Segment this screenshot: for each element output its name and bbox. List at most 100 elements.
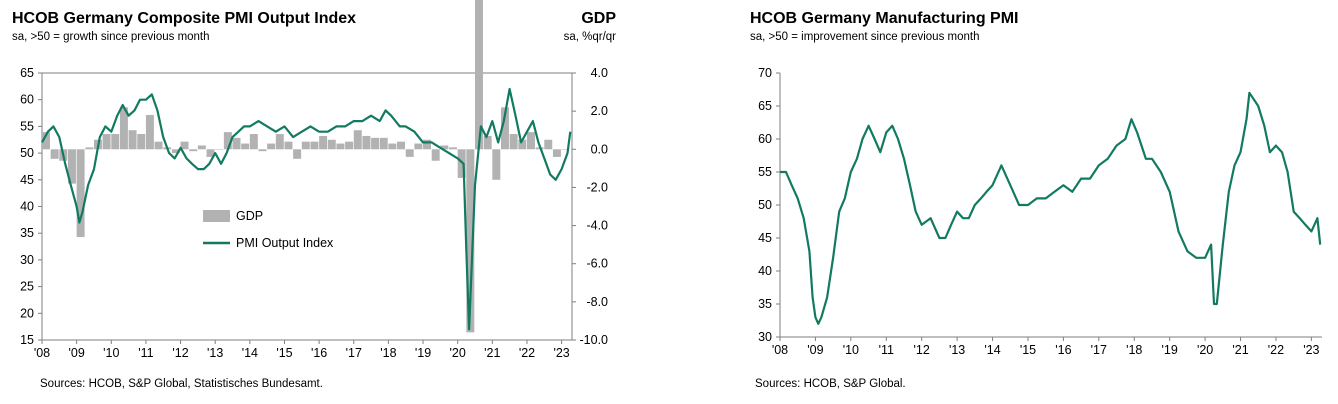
chart2-x-tick-label: '15 [1020, 343, 1036, 357]
chart1-x-tick-label: '15 [276, 346, 292, 360]
chart2-y-tick-label: 45 [758, 231, 772, 245]
chart1-x-tick-label: '14 [242, 346, 258, 360]
chart1-gdp-bar [345, 141, 354, 150]
chart2-y-tick-label: 60 [758, 132, 772, 146]
chart1-gdp-bar [42, 132, 50, 150]
chart2-x-tick-label: '16 [1055, 343, 1071, 357]
chart1-gdp-bar [154, 141, 163, 150]
chart1-x-tick-label: '20 [450, 346, 466, 360]
chart1-x-tick-label: '22 [519, 346, 535, 360]
chart1-right-tick-label: 4.0 [591, 66, 608, 80]
chart1-right-tick-label: 0.0 [591, 142, 608, 156]
chart1-gdp-bar [449, 147, 457, 150]
chart2-y-tick-label: 30 [758, 330, 772, 344]
chart1-left-tick-label: 55 [20, 119, 34, 133]
chart2-pmi-line [780, 91, 1322, 325]
chart1-gdp-bar [353, 130, 362, 150]
chart1-gdp-bar [544, 139, 553, 150]
chart1-title: HCOB Germany Composite PMI Output Index [12, 10, 357, 27]
chart1-subtitle: sa, >50 = growth since previous month [12, 31, 210, 43]
chart2-y-tick-label: 55 [758, 165, 772, 179]
chart1-gdp-bar [223, 132, 232, 150]
chart2-title: HCOB Germany Manufacturing PMI [750, 10, 1019, 27]
chart1-gdp-bar [76, 149, 85, 238]
chart1-gdp-bar [509, 134, 518, 150]
chart1-gdp-bar [215, 149, 224, 150]
chart1-gdp-bar [189, 149, 198, 152]
chart1-gdp-bar [475, 0, 483, 150]
chart1-gdp-bar [336, 143, 345, 150]
chart1-gdp-bar [552, 149, 561, 157]
chart2-x-tick-label: '10 [843, 343, 859, 357]
chart1-gdp-bar [275, 134, 284, 150]
chart1-gdp-bar [423, 139, 432, 150]
chart1-gdp-bar [111, 134, 120, 150]
chart1-gdp-bar [197, 145, 206, 150]
chart1-gdp-bar [171, 149, 180, 154]
chart1-gdp-bar [457, 149, 466, 178]
chart1-gdp-bar [119, 107, 128, 150]
chart2-x-tick-label: '20 [1197, 343, 1213, 357]
chart1-x-tick-label: '18 [380, 346, 396, 360]
chart1-gdp-bar [137, 134, 146, 150]
chart1-x-tick-label: '17 [346, 346, 362, 360]
chart1-x-tick-label: '11 [138, 346, 153, 360]
chart1-gdp-bar [397, 141, 406, 150]
chart1-left-tick-label: 35 [20, 226, 34, 240]
chart2-x-tick-label: '11 [879, 343, 894, 357]
chart1-gdp-bar [267, 143, 276, 150]
chart2-x-tick-label: '13 [949, 343, 965, 357]
chart2-x-tick-label: '08 [772, 343, 788, 357]
chart2-y-tick-label: 40 [758, 264, 772, 278]
chart1-gdp-bar [500, 107, 509, 150]
chart1-gdp-bar [466, 149, 475, 333]
chart1-gdp-bar [284, 141, 293, 150]
chart2-y-tick-label: 70 [758, 66, 772, 80]
chart1-gdp-bar [492, 149, 501, 180]
chart1-x-tick-label: '16 [311, 346, 327, 360]
chart1-gdp-bar [145, 114, 154, 150]
chart1-gdp-bar [405, 149, 414, 157]
chart1-gdp-bar [128, 130, 137, 150]
chart1-gdp-bar [67, 149, 76, 184]
chart1-left-tick-label: 45 [20, 173, 34, 187]
chart1-gdp-bar [258, 149, 267, 152]
chart1-gdp-bar [310, 141, 319, 150]
chart1-gdp-bar [232, 137, 241, 150]
chart1-x-tick-label: '09 [68, 346, 84, 360]
chart1-gdp-bar [371, 137, 380, 150]
chart1-gdp-bar [414, 143, 423, 150]
chart1-x-tick-label: '19 [415, 346, 431, 360]
chart1-right-tick-label: -8.0 [586, 295, 608, 309]
chart1-gdp-bar [85, 147, 94, 150]
chart1-legend-gdp-label: GDP [236, 209, 263, 223]
chart1-gdp-bar [319, 135, 328, 150]
chart1-gdp-bar [50, 149, 59, 159]
chart1-x-tick-label: '21 [484, 346, 500, 360]
chart1-gdp-bar [362, 135, 371, 150]
chart1-gdp-bar [518, 139, 527, 150]
chart2-y-tick-label: 35 [758, 297, 772, 311]
chart2-x-tick-label: '12 [914, 343, 930, 357]
chart2-x-tick-label: '14 [984, 343, 1000, 357]
chart1-gdp-bar [379, 137, 388, 150]
chart1-left-tick-label: 30 [20, 253, 34, 267]
chart2-source: Sources: HCOB, S&P Global. [755, 378, 906, 390]
chart1-x-tick-label: '23 [553, 346, 569, 360]
chart2-x-tick-label: '17 [1091, 343, 1107, 357]
chart1-left-tick-label: 20 [20, 306, 34, 320]
chart1-legend-gdp-swatch [203, 210, 230, 222]
chart1-x-tick-label: '08 [34, 346, 50, 360]
chart1-source: Sources: HCOB, S&P Global, Statistisches… [40, 378, 323, 390]
chart1-x-tick-label: '12 [172, 346, 188, 360]
chart1-left-tick-label: 25 [20, 280, 34, 294]
chart1-gdp-bar [440, 145, 449, 150]
chart1-right-tick-label: 2.0 [591, 104, 608, 118]
chart1-left-tick-label: 50 [20, 146, 34, 160]
chart1-left-tick-label: 15 [20, 333, 34, 347]
chart2-x-tick-label: '21 [1232, 343, 1248, 357]
chart1-gdp-bar [388, 143, 397, 150]
